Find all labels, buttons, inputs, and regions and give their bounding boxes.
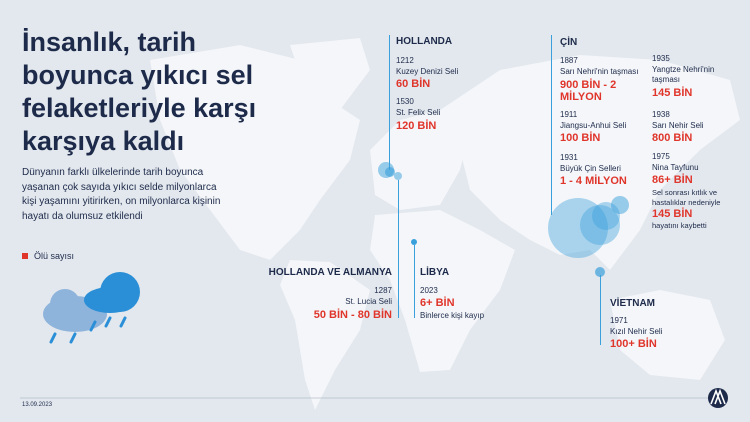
deaths: 145 BİN [652,87,693,99]
year: 1935 [652,54,670,63]
event: Yangtze Nehri'nin taşması [652,65,715,84]
year: 1887 [560,56,578,65]
leader-line [600,275,601,345]
event: Sarı Nehri'nin taşması [560,67,639,76]
deaths: 120 BİN [396,120,437,132]
note: Binlerce kişi kayıp [420,311,485,320]
flood-circles [378,162,629,277]
event: Nina Tayfunu [652,163,699,172]
deaths: 900 BİN - 2 MİLYON [560,79,617,103]
year: 1971 [610,316,628,325]
region-name: HOLLANDA VE ALMANYA [268,267,392,278]
event: St. Felix Seli [396,108,441,117]
leader-line [389,35,390,170]
note: hayatını kaybetti [652,221,707,230]
deaths: 50 BİN - 80 BİN [313,309,392,321]
aa-logo [708,388,728,408]
leader-line [398,180,399,318]
legend-label: Ölü sayısı [34,251,75,261]
region-name: VİETNAM [610,298,655,309]
event: Sarı Nehir Seli [652,121,704,130]
title: İnsanlık, tarih boyunca yıkıcı sel felak… [22,27,257,156]
event: St. Lucia Seli [345,297,392,306]
event: Jiangsu-Anhui Seli [560,121,627,130]
deaths: 100 BİN [560,132,601,144]
region-name: LİBYA [420,267,450,278]
cloud-icon [43,272,140,344]
year: 1975 [652,152,670,161]
deaths: 6+ BİN [420,297,455,309]
deaths: 86+ BİN [652,174,693,186]
description: Dünyanın farklı ülkelerinde tarih boyunc… [22,167,221,222]
region-name: HOLLANDA [396,36,453,47]
year: 1212 [396,56,414,65]
event: Kuzey Denizi Seli [396,67,459,76]
year: 1931 [560,153,578,162]
deaths: 145 BİN [652,208,693,220]
deaths: 800 BİN [652,132,693,144]
year: 1938 [652,110,670,119]
region-name: ÇİN [560,37,578,48]
event: Kızıl Nehir Seli [610,327,663,336]
leader-line [551,35,552,215]
legend-swatch [22,253,28,259]
year: 1911 [560,110,578,119]
deaths: 60 BİN [396,78,431,90]
note: Sel sonrası kıtlık ve hastalıklar nedeni… [652,188,721,207]
year: 2023 [420,286,438,295]
leader-line [414,245,415,318]
deaths: 1 - 4 MİLYON [560,175,627,187]
event: Büyük Çin Selleri [560,164,621,173]
year: 1530 [396,97,414,106]
deaths: 100+ BİN [610,338,657,350]
date: 13.09.2023 [22,402,53,408]
year: 1287 [374,286,392,295]
